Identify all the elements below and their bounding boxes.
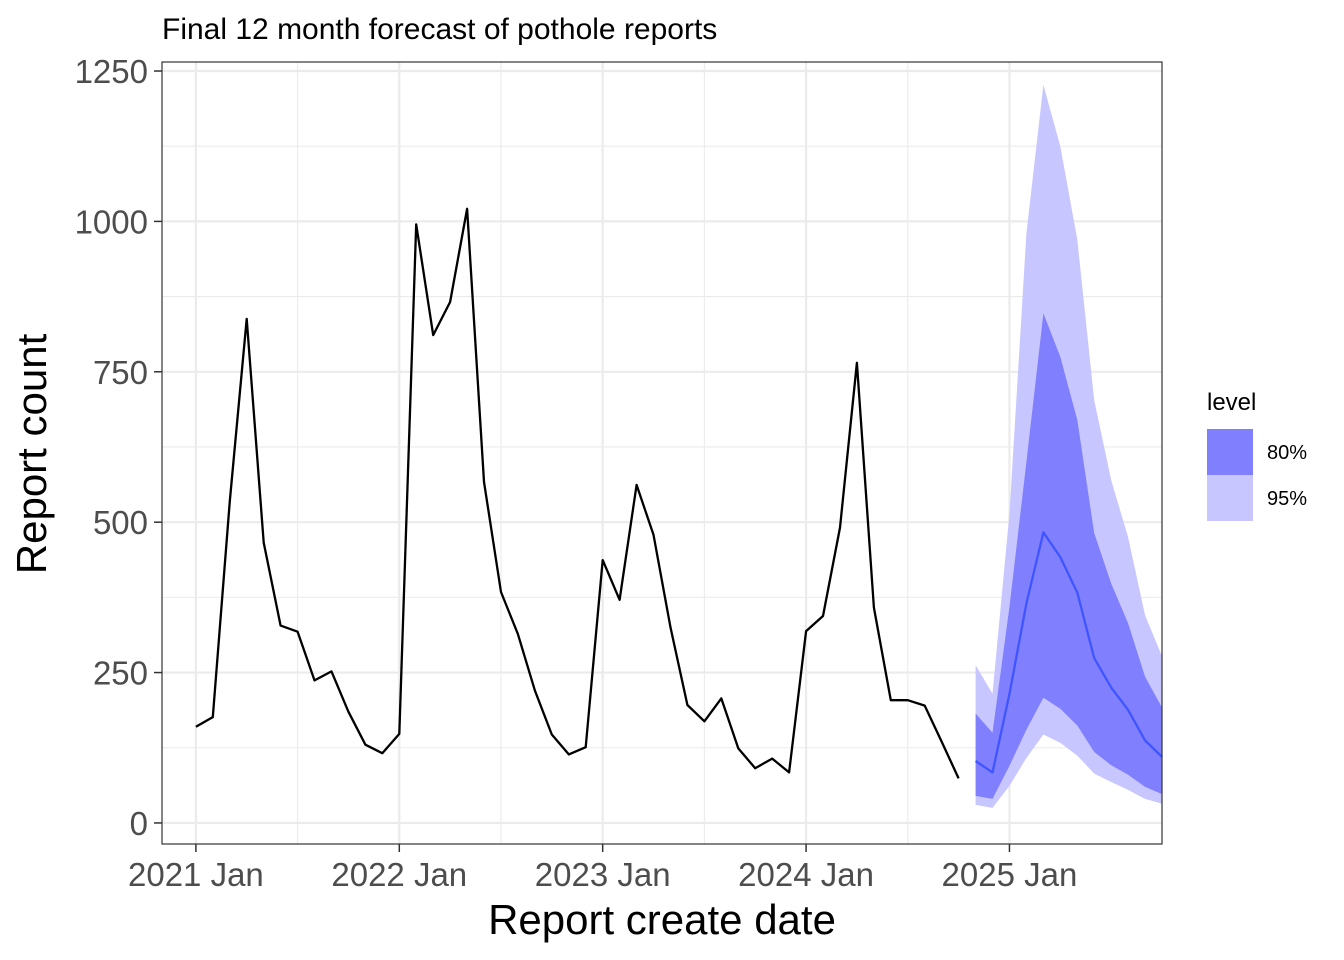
band-80 [975, 313, 1162, 799]
band-80-layer [975, 313, 1162, 799]
legend-title: level [1207, 389, 1256, 416]
x-tick-label: 2023 Jan [535, 856, 671, 893]
legend-label-80: 80% [1267, 442, 1307, 464]
series-lines [195, 207, 1163, 779]
legend-swatch-80 [1207, 429, 1253, 475]
y-axis-title: Report count [8, 333, 55, 574]
x-tick-label: 2025 Jan [942, 856, 1078, 893]
legend-label-95: 95% [1267, 488, 1307, 510]
y-tick-label: 500 [93, 504, 148, 541]
x-tick-label: 2021 Jan [128, 856, 264, 893]
y-tick-label: 0 [130, 805, 148, 842]
x-tick-label: 2024 Jan [738, 856, 874, 893]
legend-swatch-95 [1207, 475, 1253, 521]
panel-border [161, 61, 1163, 845]
y-tick-label: 1250 [75, 53, 148, 90]
x-axis-title: Report create date [488, 896, 836, 943]
legend: level 80% 95% [1207, 389, 1307, 521]
y-tick-label: 250 [93, 655, 148, 692]
chart-title: Final 12 month forecast of pothole repor… [162, 13, 717, 46]
history-line [195, 207, 960, 779]
y-tick-label: 1000 [75, 203, 148, 240]
y-axis-ticks: 0 250 500 750 1000 1250 [75, 53, 162, 842]
y-tick-label: 750 [93, 354, 148, 391]
x-axis-ticks: 2021 Jan 2022 Jan 2023 Jan 2024 Jan 2025 Jan [128, 844, 1077, 893]
x-tick-label: 2022 Jan [331, 856, 467, 893]
forecast-mean-line [974, 531, 1163, 774]
